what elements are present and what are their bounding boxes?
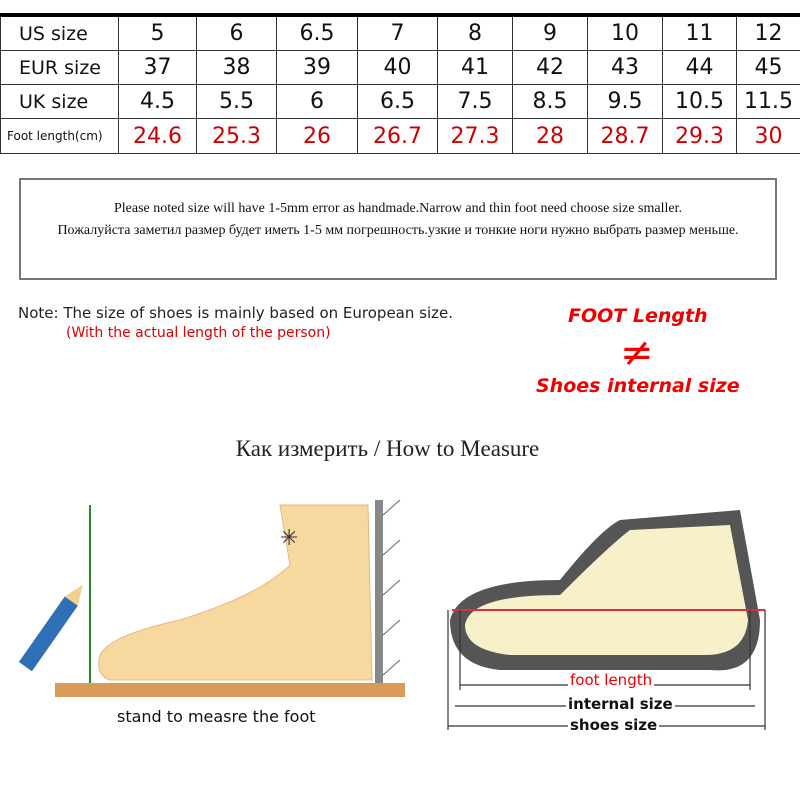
row-label: UK size: [0, 84, 119, 119]
size-cell: 7: [357, 14, 438, 51]
size-cell: 11.5: [736, 84, 800, 119]
size-cell: 38: [196, 50, 277, 85]
european-size-note: Note: The size of shoes is mainly based …: [18, 304, 453, 322]
size-cell: 25.3: [196, 118, 277, 154]
size-cell: 5.5: [196, 84, 277, 119]
size-cell: 6: [196, 14, 277, 51]
size-row: US size 5 6 6.5 7 8 9 10 11 12: [0, 14, 800, 51]
size-row: Foot length(cm) 24.6 25.3 26 26.7 27.3 28 28.7 2…: [0, 118, 800, 154]
size-cell: 10.5: [662, 84, 737, 119]
size-cell: 30: [736, 118, 800, 154]
wall: [375, 500, 383, 683]
size-cell: 29.3: [662, 118, 737, 154]
row-label: EUR size: [0, 50, 119, 85]
size-cell: 5: [118, 14, 197, 51]
size-table: US size 5 6 6.5 7 8 9 10 11 12 EUR size 37 38 39 40 41 4…: [0, 13, 800, 154]
row-label: US size: [0, 14, 119, 51]
size-cell: 12: [736, 14, 800, 51]
row-label: Foot length(cm): [0, 118, 119, 154]
size-cell: 6.5: [357, 84, 438, 119]
size-cell: 39: [276, 50, 358, 85]
internal-size-caption: internal size: [566, 695, 675, 713]
notice-english: Please noted size will have 1-5mm error …: [114, 201, 682, 216]
size-cell: 42: [512, 50, 588, 85]
size-cell: 44: [662, 50, 737, 85]
size-cell: 40: [357, 50, 438, 85]
size-cell: 37: [118, 50, 197, 85]
stand-caption: stand to measre the foot: [117, 707, 316, 726]
notice-russian: Пожалуйста заметил размер будет иметь 1-…: [57, 223, 739, 238]
size-row: UK size 4.5 5.5 6 6.5 7.5 8.5 9.5 10.5 11.5: [0, 84, 800, 119]
how-to-measure-title: Как измерить / How to Measure: [235, 436, 540, 461]
size-cell: 26.7: [357, 118, 438, 154]
size-cell: 45: [736, 50, 800, 85]
foot-length-label: FOOT Length: [568, 305, 708, 327]
size-cell: 7.5: [437, 84, 513, 119]
size-cell: 41: [437, 50, 513, 85]
size-cell: 6: [276, 84, 358, 119]
size-cell: 26: [276, 118, 358, 154]
size-cell: 4.5: [118, 84, 197, 119]
foot-measure-illustration: ✳: [18, 499, 405, 697]
pencil-icon: [18, 584, 83, 672]
size-cell: 6.5: [276, 14, 358, 51]
size-cell: 24.6: [118, 118, 197, 154]
size-cell: 8.5: [512, 84, 588, 119]
size-row: EUR size 37 38 39 40 41 42 43 44 45: [0, 50, 800, 85]
not-equal-symbol: ≠: [620, 330, 654, 376]
ankle-mark: ✳: [280, 526, 298, 551]
floor-board: [55, 683, 405, 697]
foot-shape: [98, 504, 373, 681]
size-cell: 28.7: [587, 118, 663, 154]
size-cell: 9.5: [587, 84, 663, 119]
size-cell: 8: [437, 14, 513, 51]
shoe-size-illustration: [447, 510, 766, 730]
shoe-inner-foot: [465, 525, 748, 655]
shoes-internal-size-label: Shoes internal size: [536, 375, 740, 397]
handmade-notice: Please noted size will have 1-5mm error …: [19, 178, 777, 280]
european-size-subnote: (With the actual length of the person): [66, 325, 331, 341]
size-cell: 43: [587, 50, 663, 85]
size-cell: 11: [662, 14, 737, 51]
size-cell: 27.3: [437, 118, 513, 154]
size-cell: 10: [587, 14, 663, 51]
size-cell: 28: [512, 118, 588, 154]
shoes-size-caption: shoes size: [568, 716, 660, 734]
foot-length-caption: foot length: [568, 671, 655, 689]
size-cell: 9: [512, 14, 588, 51]
